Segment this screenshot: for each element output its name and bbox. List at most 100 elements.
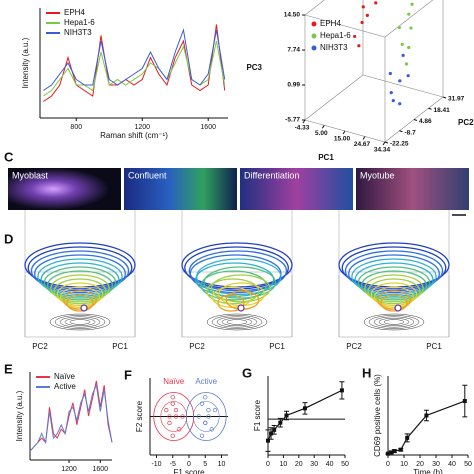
point — [203, 420, 208, 426]
y-axis-label: Intensity (a.u.) — [21, 37, 30, 88]
state-marker — [80, 304, 88, 312]
marker — [272, 427, 277, 432]
x-tick-label: 5 — [203, 461, 207, 468]
surface-plot: PC2 PC1 — [24, 210, 136, 351]
x-tick-label: 0 — [386, 461, 390, 468]
y-tick — [399, 130, 403, 133]
x-axis-label: Time (h) — [413, 468, 443, 474]
contour — [59, 316, 101, 328]
contour — [216, 316, 258, 328]
point — [170, 433, 175, 438]
x-axis-label: F1 score — [173, 468, 205, 474]
surface-band — [367, 278, 421, 305]
contour — [226, 319, 248, 325]
surface-band — [46, 270, 114, 301]
contour — [49, 313, 111, 331]
y-axis-label: F2 score — [135, 400, 144, 432]
point — [365, 13, 369, 17]
point — [391, 99, 395, 103]
marker — [424, 413, 429, 418]
panel-letter: H — [362, 365, 371, 380]
marker — [398, 447, 403, 452]
micrograph — [240, 168, 353, 210]
y-tick-label: -22.25 — [390, 141, 409, 148]
contour — [373, 316, 415, 328]
state-marker — [237, 304, 245, 312]
marker — [392, 449, 397, 454]
x-tick-label: 34.34 — [374, 147, 391, 154]
series-line — [387, 400, 466, 455]
contour — [54, 315, 106, 329]
series-line — [29, 380, 113, 452]
x-tick-label: -5 — [170, 461, 176, 468]
surface-band — [53, 278, 107, 305]
series-line — [43, 24, 226, 102]
point — [360, 20, 364, 25]
y-axis-label: F1 score — [253, 399, 262, 431]
point — [407, 45, 411, 50]
series-line — [29, 383, 113, 452]
contour — [211, 315, 263, 329]
point — [167, 414, 172, 419]
point — [404, 62, 409, 66]
surface-band — [59, 286, 101, 308]
y-axis-label: PC2 — [32, 342, 48, 351]
box-edge — [362, 74, 444, 98]
point — [196, 414, 201, 419]
marker — [389, 450, 394, 455]
point — [173, 407, 179, 413]
z-tick-label: 7.74 — [287, 47, 300, 54]
contour — [221, 317, 253, 327]
micrograph — [8, 168, 121, 210]
box-edge — [304, 0, 325, 16]
legend-swatch — [311, 21, 317, 27]
surface-band — [373, 286, 415, 308]
surface-band — [341, 246, 447, 290]
series-line — [267, 389, 343, 441]
point — [407, 12, 411, 16]
x-tick-label: 20 — [416, 461, 424, 468]
surface-band — [63, 290, 97, 310]
marker — [269, 431, 274, 436]
panel-letter: E — [4, 361, 13, 376]
x-tick — [382, 141, 386, 146]
point — [199, 433, 205, 438]
contour — [363, 313, 425, 331]
y-tick — [428, 107, 432, 110]
x-tick-label: 1200 — [134, 124, 150, 131]
x-tick-label: 10 — [400, 461, 408, 468]
legend-swatch — [311, 33, 317, 39]
legend-label: NIH3T3 — [64, 28, 92, 37]
x-tick-label: 40 — [448, 461, 456, 468]
surface-band — [377, 290, 411, 310]
point — [374, 1, 378, 5]
y-tick-label: -8.7 — [404, 129, 416, 136]
marker — [339, 388, 344, 393]
point — [398, 102, 402, 106]
marker — [284, 413, 289, 418]
point — [389, 91, 393, 95]
cluster-outline — [160, 401, 188, 432]
image-label: Myoblast — [12, 170, 49, 180]
y-tick-label: 31.97 — [448, 96, 465, 103]
surface-band — [357, 266, 431, 299]
point — [164, 407, 169, 413]
series-label: Active — [195, 377, 217, 386]
y-axis-label: Intensity (a.u.) — [15, 390, 24, 441]
marker — [266, 438, 270, 443]
surface-band — [43, 266, 117, 299]
point — [170, 395, 175, 400]
x-tick — [362, 136, 366, 140]
z-axis-label: PC3 — [246, 63, 262, 72]
point — [173, 414, 179, 419]
x-tick-label: 20 — [295, 461, 303, 468]
surface-band — [370, 282, 418, 307]
point — [406, 74, 410, 78]
surface-band — [195, 262, 275, 297]
panel-letter: F — [124, 367, 132, 382]
image-label: Myotube — [360, 170, 395, 180]
point — [209, 427, 214, 432]
x-tick-label: 10 — [218, 461, 226, 468]
x-tick-label: 0 — [266, 461, 270, 468]
box-edge — [304, 14, 386, 38]
